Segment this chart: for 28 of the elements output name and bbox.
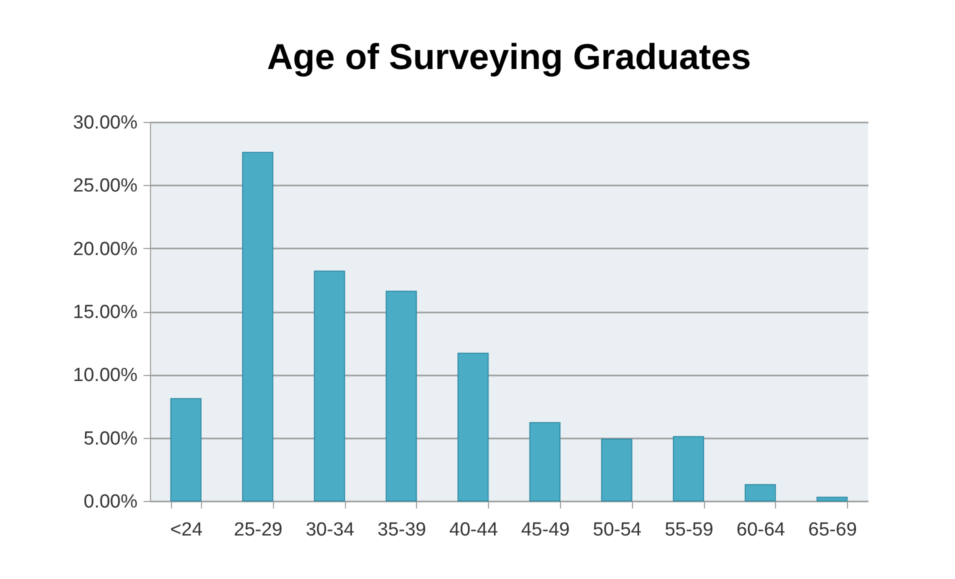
bar	[672, 436, 704, 502]
y-tick-label: 25.00%	[73, 176, 138, 197]
bar	[314, 270, 346, 502]
x-tick-label: 50-54	[592, 520, 642, 540]
y-tick-label: 10.00%	[73, 365, 138, 386]
bar	[386, 290, 417, 502]
chart-title: Age of Surveying Graduates	[266, 36, 752, 77]
x-tick-label: 65-69	[808, 520, 857, 540]
bar	[816, 496, 848, 502]
x-tick-label: 55-59	[664, 520, 714, 540]
bar	[170, 398, 202, 502]
y-tick-label: 20.00%	[73, 238, 138, 260]
y-tick-label: 0.00%	[84, 492, 138, 512]
x-tick-label: 40-44	[449, 520, 498, 540]
x-tick-label: 30-34	[306, 520, 355, 540]
x-tick-label: 45-49	[521, 520, 570, 540]
x-tick-label: 25-29	[234, 520, 283, 540]
x-tick-label: 60-64	[736, 520, 786, 540]
bar	[601, 438, 632, 502]
bar	[242, 152, 274, 502]
y-tick-label: 5.00%	[84, 428, 138, 450]
x-tick-label: <24	[170, 520, 203, 540]
bar	[529, 422, 560, 502]
y-tick-label: 30.00%	[73, 112, 138, 134]
x-tick-label: 35-39	[377, 520, 426, 540]
y-tick-label: 15.00%	[73, 302, 138, 323]
bar	[458, 352, 489, 502]
bar	[744, 484, 776, 502]
